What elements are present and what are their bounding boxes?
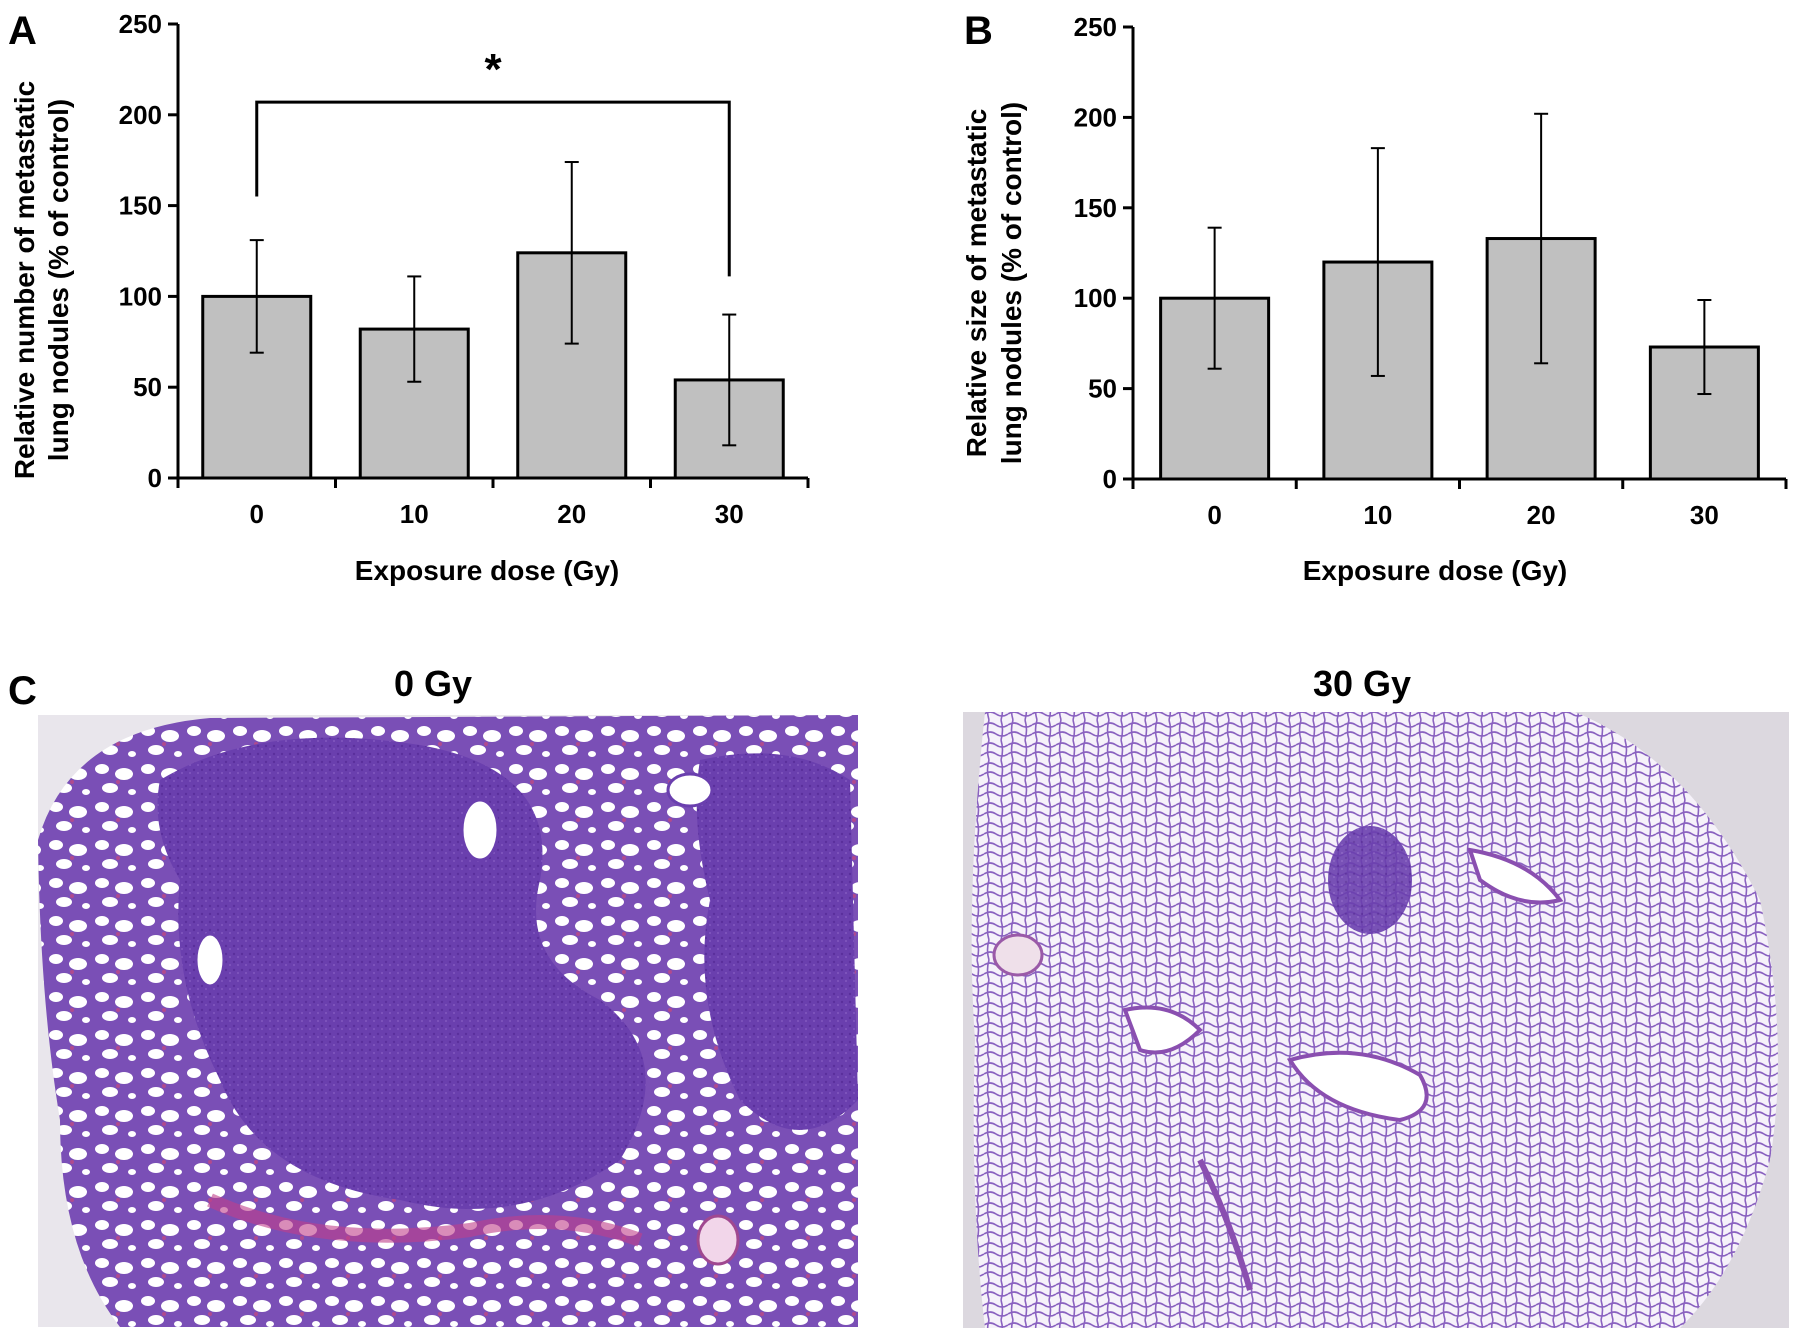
chart-b-ytick-label: 200 [1074,102,1117,132]
chart-b: Relative size of metastatic lung nodules… [961,12,1788,586]
chart-b-ylabel-line2: lung nodules (% of control) [996,102,1027,464]
chart-a-ytick-label: 0 [148,463,162,493]
chart-a-ytick-label: 200 [119,100,162,130]
chart-b-ytick-label: 100 [1074,283,1117,313]
chart-a-ytick-label: 150 [119,191,162,221]
chart-a-ylabel-line2: lung nodules (% of control) [43,99,74,461]
chart-a-ytick-label: 100 [119,281,162,311]
histology-image-0gy [38,715,858,1327]
chart-a-ytick-label: 250 [119,9,162,39]
chart-a-category-label: 30 [715,499,744,529]
chart-a: Relative number of metastatic lung nodul… [9,9,810,586]
image-title-30gy: 30 Gy [1313,663,1411,704]
chart-b-ytick-label: 50 [1088,374,1117,404]
chart-a-significance-label: * [484,45,502,94]
chart-a-significance-bracket [255,100,731,277]
chart-b-category-label: 10 [1363,500,1392,530]
chart-b-category-label: 0 [1207,500,1221,530]
chart-a-ylabel-line1: Relative number of metastatic [9,81,40,479]
chart-b-ylabel-line1: Relative size of metastatic [961,109,992,458]
chart-b-ytick-label: 0 [1103,464,1117,494]
panel-label-a: A [8,9,37,53]
chart-b-xlabel: Exposure dose (Gy) [1303,555,1568,586]
chart-a-category-label: 0 [250,499,264,529]
chart-a-ytick-label: 50 [133,372,162,402]
panel-label-b: B [964,9,993,53]
panel-label-c: C [8,669,37,713]
chart-b-ytick-label: 250 [1074,12,1117,42]
chart-a-category-label: 10 [400,499,429,529]
histology-image-30gy [963,712,1789,1328]
chart-b-category-label: 30 [1690,500,1719,530]
chart-b-category-label: 20 [1527,500,1556,530]
chart-a-category-label: 20 [557,499,586,529]
chart-a-xlabel: Exposure dose (Gy) [355,555,620,586]
chart-a-bar [201,294,313,480]
chart-b-ytick-label: 150 [1074,193,1117,223]
image-title-0gy: 0 Gy [394,663,472,704]
